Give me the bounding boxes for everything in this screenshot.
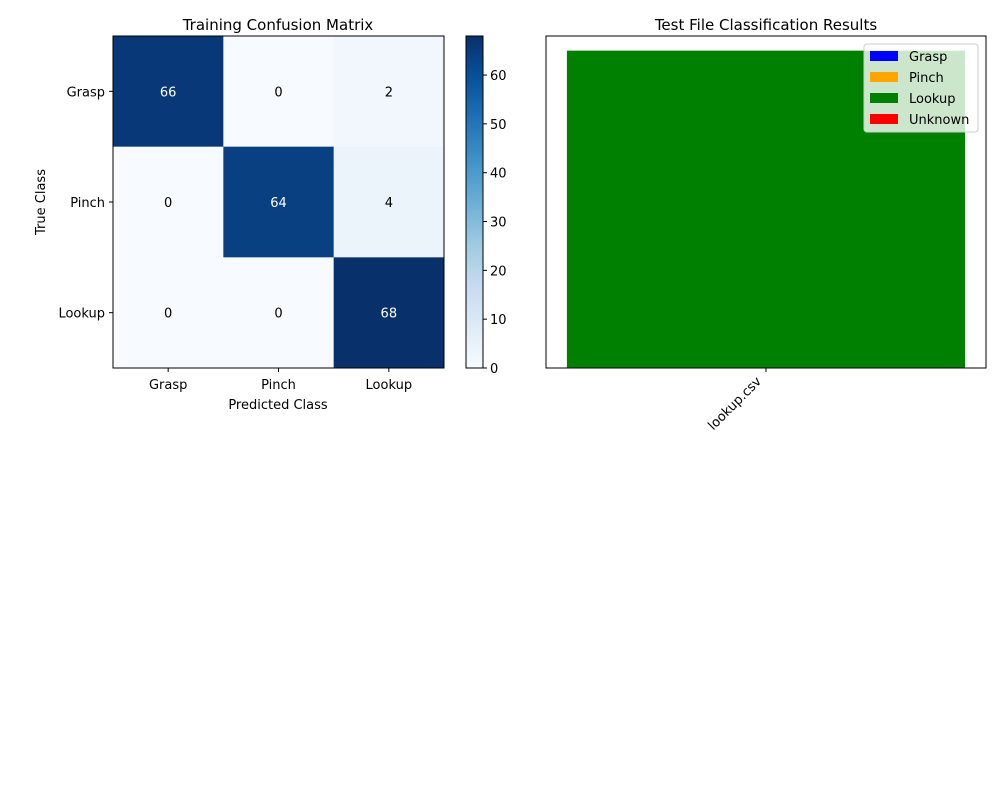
cm-x-ticks: Grasp Pinch Lookup <box>149 368 412 393</box>
legend-swatch-grasp <box>870 51 898 61</box>
cm-x-tick-label: Pinch <box>261 378 296 393</box>
cm-cells <box>113 36 445 369</box>
bar-title: Test File Classification Results <box>654 16 878 34</box>
legend-swatch-lookup <box>870 93 898 103</box>
cm-cell <box>333 36 445 148</box>
cm-cell <box>223 146 335 258</box>
colorbar-tick-label: 30 <box>490 216 507 231</box>
cm-cell-label: 0 <box>164 196 172 211</box>
cm-cell-label: 4 <box>385 196 393 211</box>
colorbar-tick-label: 0 <box>490 362 498 377</box>
legend-swatch-unknown <box>870 114 898 124</box>
cm-cell-labels: 66 0 2 0 64 4 0 0 68 <box>160 85 397 321</box>
cm-x-tick-label: Lookup <box>366 378 413 393</box>
cm-xlabel: Predicted Class <box>228 398 328 413</box>
classification-bar-chart: Test File Classification Results lookup.… <box>545 16 987 434</box>
legend-box <box>863 43 979 133</box>
colorbar-ticks: 0 10 20 30 40 50 60 <box>483 69 507 377</box>
cm-cell-label: 0 <box>274 307 282 322</box>
confusion-matrix-chart: Training Confusion Matrix 66 0 2 0 64 4 0 0 68 G… <box>34 16 445 413</box>
legend-label-grasp: Grasp <box>909 50 947 65</box>
legend-swatch-pinch <box>870 72 898 82</box>
legend-label-unknown: Unknown <box>909 113 969 128</box>
cm-cell <box>333 146 445 258</box>
colorbar-gradient <box>465 35 484 369</box>
colorbar-tick-label: 50 <box>490 118 507 133</box>
colorbar-tick-label: 10 <box>490 313 507 328</box>
cm-cell-label: 66 <box>160 85 177 100</box>
cm-cell-label: 0 <box>164 307 172 322</box>
cm-y-tick-label: Pinch <box>70 196 105 211</box>
colorbar-tick-label: 60 <box>490 69 507 84</box>
cm-y-tick-label: Lookup <box>58 307 105 322</box>
cm-ylabel: True Class <box>34 169 49 236</box>
cm-y-ticks: Grasp Pinch Lookup <box>58 85 113 322</box>
cm-x-tick-label: Grasp <box>149 378 187 393</box>
cm-cell <box>333 257 445 369</box>
cm-cell <box>223 257 335 369</box>
cm-cell <box>113 146 224 258</box>
cm-cell-label: 68 <box>381 307 398 322</box>
legend-items: Grasp Pinch Lookup Unknown <box>870 50 969 128</box>
cm-cell-label: 0 <box>274 85 282 100</box>
cm-cell <box>223 36 335 148</box>
cm-title: Training Confusion Matrix <box>182 16 374 34</box>
cm-cell-label: 64 <box>270 196 287 211</box>
legend-label-lookup: Lookup <box>909 92 956 107</box>
cm-cell <box>113 36 224 148</box>
colorbar-tick-label: 20 <box>490 264 507 279</box>
legend-label-pinch: Pinch <box>909 71 944 86</box>
cm-y-tick-label: Grasp <box>67 85 105 100</box>
cm-cell-label: 2 <box>385 85 393 100</box>
colorbar: 0 10 20 30 40 50 60 <box>465 35 507 377</box>
cm-cell <box>113 257 224 369</box>
legend: Grasp Pinch Lookup Unknown <box>863 43 979 133</box>
colorbar-tick-label: 40 <box>490 167 507 182</box>
